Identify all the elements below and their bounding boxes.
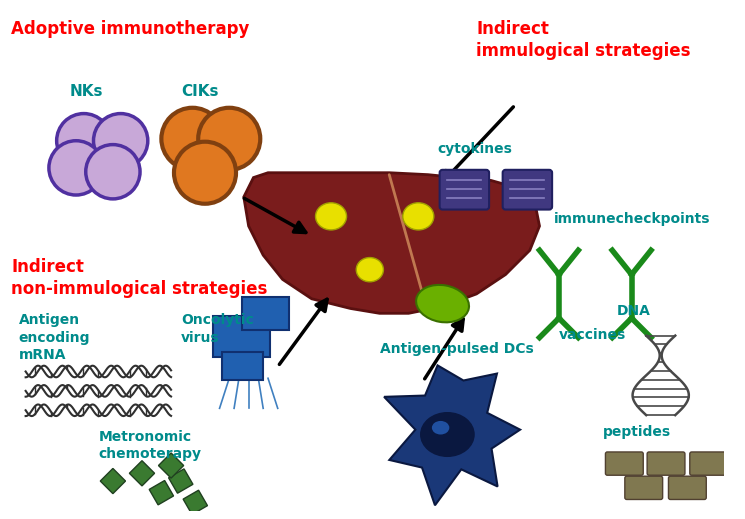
Text: Indirect
immulogical strategies: Indirect immulogical strategies: [477, 20, 691, 60]
Text: CIKs: CIKs: [181, 84, 218, 99]
Text: DNA: DNA: [617, 304, 651, 318]
FancyBboxPatch shape: [242, 297, 289, 330]
Text: peptides: peptides: [603, 425, 670, 439]
Circle shape: [49, 141, 104, 195]
FancyBboxPatch shape: [503, 170, 552, 210]
Text: vaccines: vaccines: [559, 328, 626, 342]
Ellipse shape: [356, 257, 384, 282]
Text: Antigen-pulsed DCs: Antigen-pulsed DCs: [379, 343, 533, 357]
Circle shape: [162, 108, 224, 170]
Text: NKs: NKs: [69, 84, 103, 99]
Text: Indirect
non-immulogical strategies: Indirect non-immulogical strategies: [11, 258, 267, 298]
Circle shape: [198, 108, 260, 170]
Ellipse shape: [432, 421, 449, 434]
Circle shape: [57, 114, 111, 168]
Text: cytokines: cytokines: [438, 142, 513, 156]
Text: Oncolytic
virus: Oncolytic virus: [181, 313, 253, 345]
Ellipse shape: [421, 413, 474, 456]
FancyBboxPatch shape: [690, 452, 728, 475]
FancyBboxPatch shape: [213, 316, 270, 357]
Text: Metronomic
chemoterapy: Metronomic chemoterapy: [98, 430, 201, 461]
Ellipse shape: [316, 203, 346, 230]
FancyBboxPatch shape: [647, 452, 685, 475]
Text: Antigen
encoding
mRNA: Antigen encoding mRNA: [19, 313, 90, 362]
FancyBboxPatch shape: [223, 352, 263, 380]
Polygon shape: [384, 365, 520, 506]
FancyBboxPatch shape: [668, 476, 706, 499]
Circle shape: [86, 145, 140, 199]
Text: immunecheckpoints: immunecheckpoints: [554, 212, 711, 226]
FancyBboxPatch shape: [606, 452, 643, 475]
Polygon shape: [244, 173, 539, 313]
Ellipse shape: [416, 285, 469, 322]
FancyBboxPatch shape: [625, 476, 662, 499]
Text: Adoptive immunotherapy: Adoptive immunotherapy: [11, 20, 250, 37]
Circle shape: [94, 114, 148, 168]
Circle shape: [174, 142, 236, 204]
FancyBboxPatch shape: [440, 170, 489, 210]
Ellipse shape: [403, 203, 434, 230]
